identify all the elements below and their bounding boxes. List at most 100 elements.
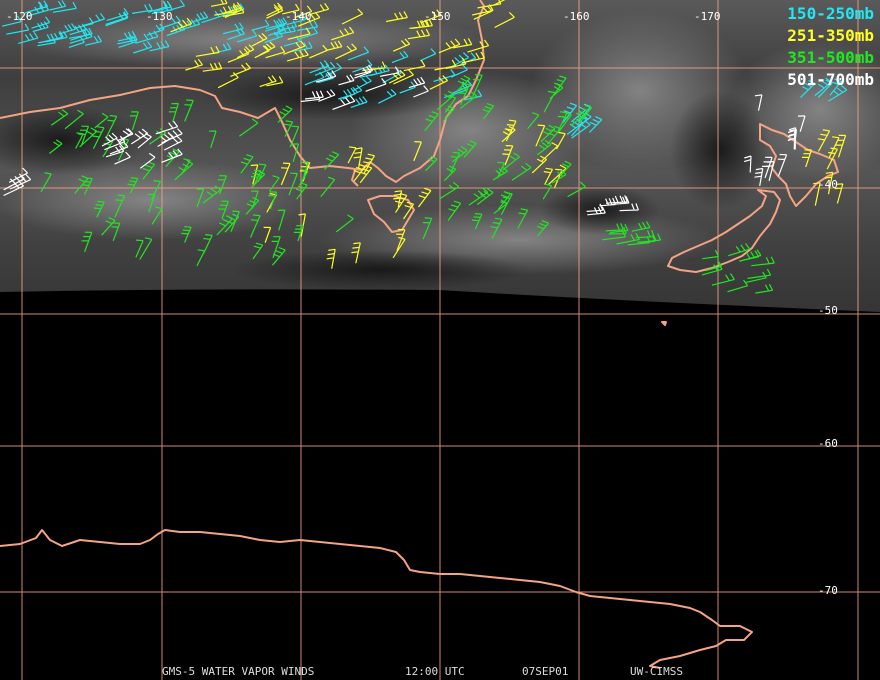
wind-barb	[338, 74, 355, 86]
wind-barb	[451, 146, 468, 163]
wind-barb	[236, 29, 258, 43]
wind-barb	[413, 85, 429, 98]
tasmania	[367, 195, 415, 233]
wind-barb	[352, 75, 372, 92]
wind-barb	[250, 169, 262, 186]
wind-barb	[553, 75, 567, 95]
wind-barb	[101, 217, 116, 236]
wind-barb	[448, 52, 470, 69]
wind-barb	[392, 38, 411, 52]
wind-barb	[216, 215, 233, 236]
wind-barb	[452, 38, 473, 49]
footer-date: 07SEP01	[522, 665, 569, 678]
wind-barb	[754, 167, 764, 187]
wind-barb	[335, 43, 357, 60]
wind-barb	[105, 114, 118, 139]
wind-barb	[468, 187, 489, 206]
wind-barb	[202, 62, 223, 72]
wind-barb	[52, 1, 77, 13]
wind-barb	[266, 2, 283, 17]
wind-barb	[556, 111, 568, 134]
wind-barb	[460, 91, 478, 109]
wind-barb	[701, 263, 723, 276]
wind-barb	[502, 152, 520, 171]
wind-barb	[214, 5, 237, 16]
pressure-legend-251-350: 251-350mb	[787, 26, 874, 45]
wind-barb	[391, 50, 409, 64]
lon-label-120: -120	[6, 10, 33, 23]
wind-barb	[1, 15, 22, 27]
wind-barb	[139, 152, 156, 169]
wind-barb	[438, 181, 460, 200]
wind-barb	[536, 140, 552, 156]
wind-barb	[559, 160, 572, 177]
wind-barb	[31, 16, 51, 29]
wind-barb	[161, 128, 183, 144]
wind-barb	[456, 75, 471, 92]
wind-barb	[106, 7, 129, 21]
wind-barb	[365, 78, 387, 92]
wind-barb	[218, 200, 229, 220]
wind-barb	[81, 231, 93, 253]
wind-barb	[535, 124, 546, 147]
wind-barb	[393, 69, 414, 85]
wind-barb	[151, 180, 162, 200]
wind-barb	[217, 175, 227, 195]
wind-barb	[353, 147, 363, 169]
wind-barb	[81, 177, 93, 195]
wind-barb	[49, 139, 63, 154]
wind-barb	[240, 154, 254, 174]
wind-barb	[536, 220, 549, 237]
wind-barb	[502, 145, 514, 166]
wind-barb	[354, 66, 372, 79]
wind-barb	[817, 129, 831, 152]
wind-barb	[222, 22, 244, 35]
wind-barb	[184, 99, 194, 122]
wind-barb	[567, 181, 586, 198]
small-island	[661, 321, 667, 326]
wind-barb	[149, 40, 170, 52]
wind-barb	[814, 77, 833, 97]
wind-barb	[350, 96, 368, 108]
wind-barb	[139, 237, 153, 260]
wind-barb	[492, 166, 508, 181]
wind-barb	[631, 221, 651, 232]
wind-barb	[799, 79, 816, 99]
wind-barb	[287, 27, 311, 40]
wind-barb	[290, 41, 313, 53]
wind-barb	[434, 59, 457, 71]
wind-barb	[250, 164, 259, 185]
wind-barb	[309, 44, 328, 59]
wind-barb	[829, 78, 842, 96]
wind-barb	[105, 11, 129, 25]
wind-barb	[268, 191, 278, 210]
wind-barb	[298, 213, 306, 237]
wind-barb	[93, 200, 105, 218]
wind-barb	[511, 162, 532, 181]
wind-barb	[259, 75, 277, 88]
wind-barb	[32, 21, 49, 33]
wind-barb	[762, 156, 773, 179]
wind-barb	[101, 132, 118, 147]
wind-barb	[18, 31, 39, 44]
wind-barb	[236, 44, 255, 59]
wind-barb	[295, 182, 308, 200]
wind-barb	[743, 155, 752, 173]
wind-barb	[403, 201, 415, 220]
wind-barb	[385, 11, 408, 23]
wind-barb	[8, 167, 29, 183]
new-zealand-south-island	[667, 189, 781, 273]
wind-barb	[166, 0, 185, 12]
wind-barb	[494, 11, 515, 29]
wind-barb	[504, 119, 517, 142]
wind-barb	[203, 234, 213, 254]
footer-time: 12:00 UTC	[405, 665, 465, 678]
wind-barb	[114, 194, 126, 218]
wind-barb	[425, 155, 438, 172]
wind-barb	[6, 23, 30, 35]
wind-barb	[308, 3, 330, 16]
wind-barb	[555, 131, 566, 150]
wind-barbs	[1, 0, 848, 294]
wind-barb	[834, 183, 844, 204]
